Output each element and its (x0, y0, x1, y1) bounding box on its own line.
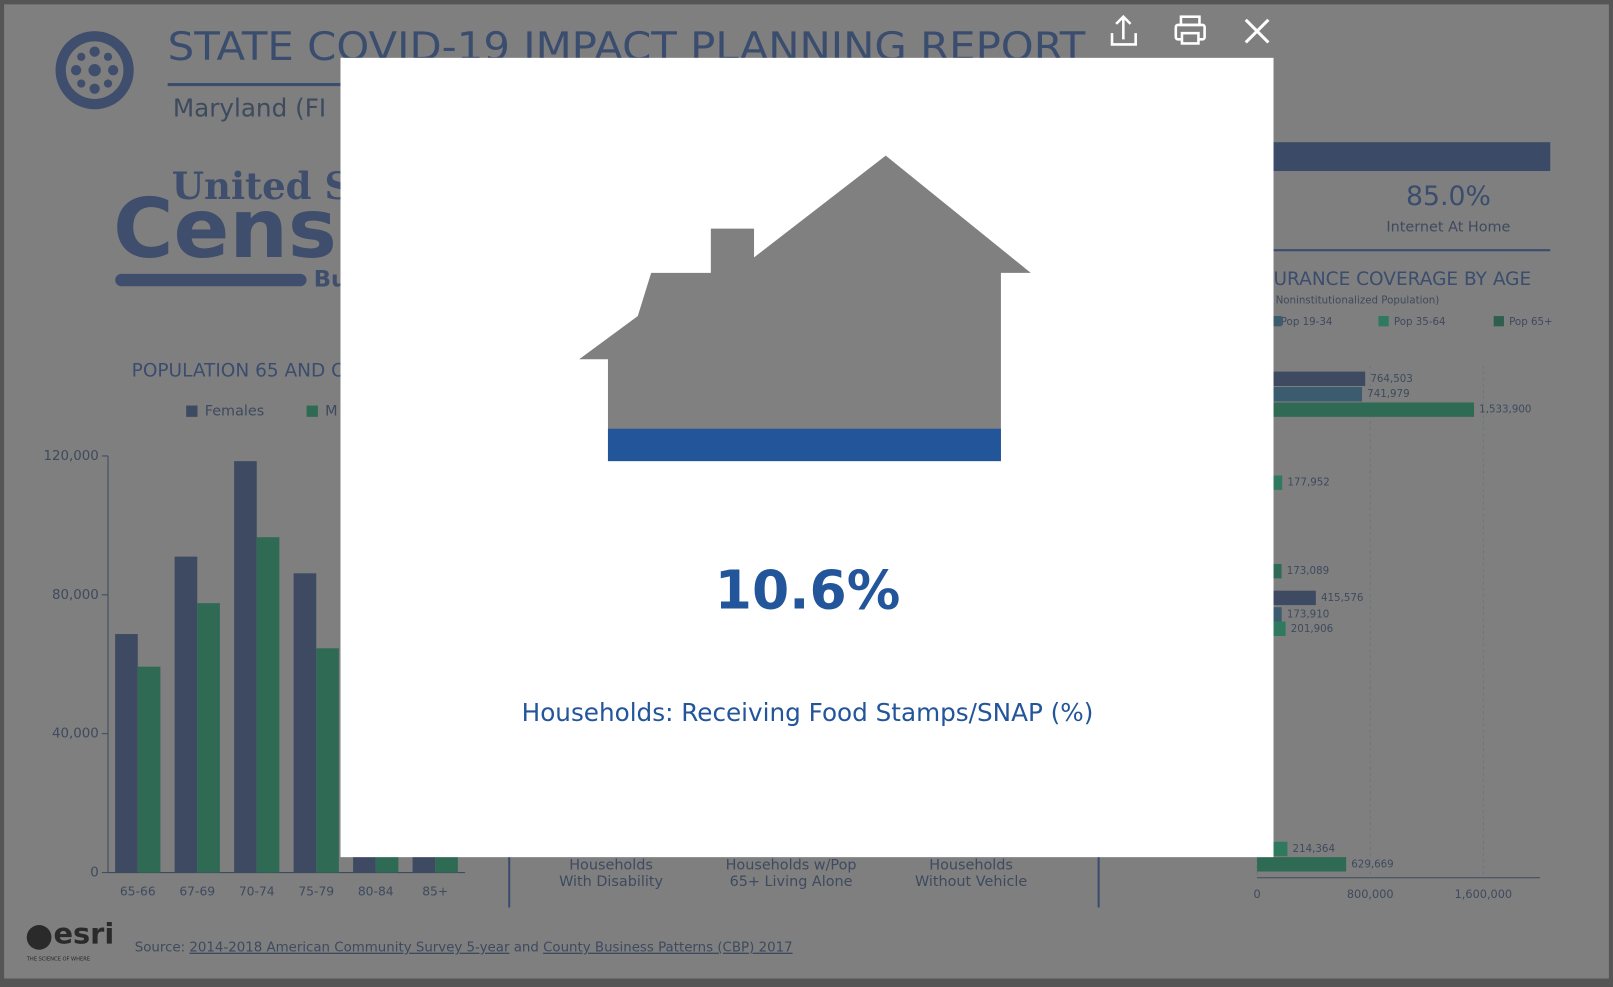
source-and: and (514, 941, 539, 956)
legend-label: Pop 35-64 (1394, 316, 1446, 328)
x-tick-label: 65-66 (120, 885, 156, 899)
legend-swatch (1378, 316, 1388, 326)
x-tick-label: 800,000 (1347, 888, 1394, 901)
x-tick-label: 67-69 (179, 885, 215, 899)
bar-label: 177,952 (1287, 477, 1329, 489)
legend-swatch (307, 406, 318, 417)
bar-label: 214,364 (1293, 843, 1335, 855)
x-tick-label: 75-79 (298, 885, 334, 899)
household-label: Households w/Pop (726, 857, 857, 873)
stats-band (1274, 142, 1551, 171)
insurance-chart-subtitle: Noninstitutionalized Population) (1276, 295, 1440, 307)
y-tick-label: 40,000 (52, 727, 99, 742)
bar-label: 629,669 (1351, 858, 1393, 870)
source-link[interactable]: 2014-2018 American Community Survey 5-ye… (189, 941, 510, 956)
covid-logo (56, 31, 134, 109)
bar (234, 461, 257, 872)
census-bar (115, 274, 306, 286)
bar (294, 573, 317, 872)
modal-value: 10.6% (715, 558, 901, 621)
legend-swatch (1494, 316, 1504, 326)
bar-label: 741,979 (1367, 388, 1409, 400)
bar (175, 557, 198, 873)
household-label: 65+ Living Alone (730, 874, 853, 890)
legend-label: Pop 19-34 (1281, 316, 1333, 328)
legend-swatch (186, 406, 197, 417)
bar-label: 201,906 (1291, 623, 1333, 635)
stat-value: 85.0% (1406, 181, 1491, 212)
source-prefix: Source: (135, 941, 185, 956)
household-label: Households (569, 857, 653, 873)
household-label: Without Vehicle (915, 874, 1027, 890)
household-label: With Disability (559, 874, 663, 890)
legend-label: Females (205, 404, 265, 420)
bar (257, 537, 280, 872)
y-tick-label: 0 (90, 866, 99, 881)
esri-name: esri (53, 916, 114, 950)
bar (1257, 402, 1474, 416)
household-label: Households (929, 857, 1013, 873)
legend-label: Pop 65+ (1509, 316, 1553, 328)
bar-label: 1,533,900 (1479, 404, 1531, 416)
esri-tagline: THE SCIENCE OF WHERE (26, 956, 90, 962)
legend-label: M (325, 404, 337, 420)
y-tick-label: 120,000 (44, 449, 99, 464)
insurance-chart-title: URANCE COVERAGE BY AGE (1274, 269, 1532, 290)
x-tick-label: 1,600,000 (1455, 888, 1513, 901)
x-tick-label: 0 (1253, 888, 1260, 901)
y-tick-label: 80,000 (52, 588, 99, 603)
bar (1257, 857, 1346, 871)
page: STATE COVID-19 IMPACT PLANNING REPORT Ma… (0, 0, 1613, 987)
bar (316, 648, 339, 872)
x-tick-label: 85+ (422, 885, 448, 899)
bar-label: 764,503 (1370, 373, 1412, 385)
bar (197, 603, 220, 872)
source-line: Source: 2014-2018 American Community Sur… (135, 941, 793, 956)
report-subtitle: Maryland (FI (173, 93, 326, 122)
screen: STATE COVID-19 IMPACT PLANNING REPORT Ma… (0, 0, 1613, 987)
source-link[interactable]: County Business Patterns (CBP) 2017 (543, 941, 792, 956)
bar-label: 173,089 (1287, 565, 1329, 577)
bar-label: 415,576 (1321, 592, 1363, 604)
modal-label: Households: Receiving Food Stamps/SNAP (… (522, 698, 1094, 727)
x-tick-label: 70-74 (239, 885, 275, 899)
stat-label: Internet At Home (1386, 220, 1510, 236)
population-chart-title: POPULATION 65 AND O (132, 361, 346, 382)
x-tick-label: 80-84 (358, 885, 394, 899)
house-fill (608, 429, 1001, 461)
bar (115, 634, 138, 873)
bar-label: 173,910 (1287, 608, 1329, 620)
bar (138, 667, 161, 873)
